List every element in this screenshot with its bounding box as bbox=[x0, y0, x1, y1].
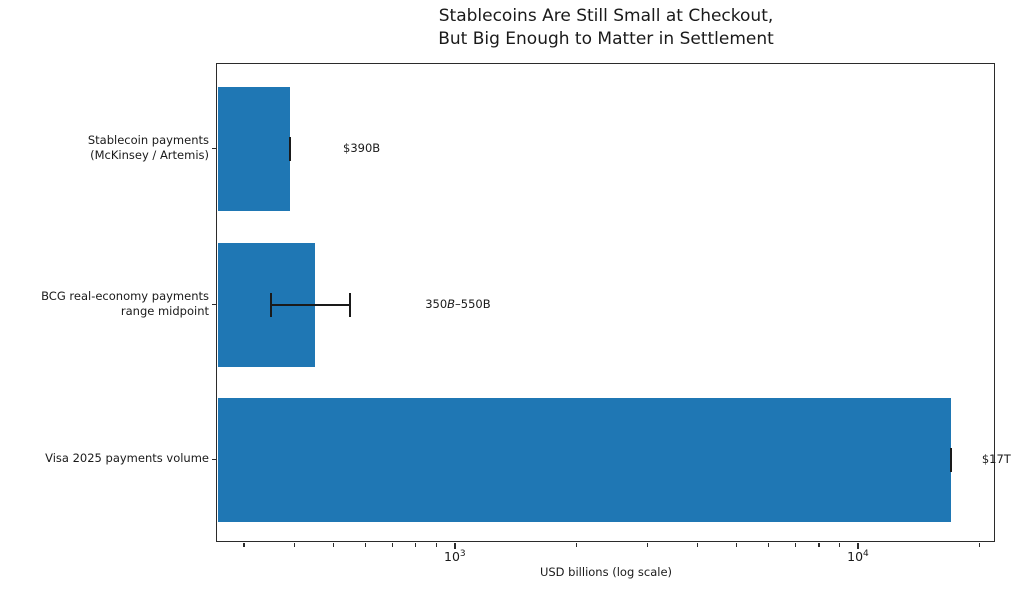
x-tick-minor bbox=[435, 543, 438, 547]
x-tick-label-exponent: 3 bbox=[459, 549, 466, 559]
x-tick-minor bbox=[794, 543, 797, 547]
error-bar-cap bbox=[949, 447, 952, 472]
x-tick-minor bbox=[415, 543, 417, 547]
x-tick-minor bbox=[391, 543, 394, 547]
y-axis-label-line: Stablecoin payments bbox=[87, 132, 209, 147]
chart-title: Stablecoins Are Still Small at Checkout,… bbox=[217, 5, 995, 51]
y-axis-label: Stablecoin payments (McKinsey / Artemis) bbox=[0, 133, 209, 164]
bar-annotation-text: 350 bbox=[425, 296, 448, 311]
x-tick-label-base: 10 bbox=[444, 549, 460, 564]
x-tick-minor bbox=[243, 543, 245, 547]
x-tick-label-exponent: 4 bbox=[863, 549, 869, 559]
bar-annotation-text: –550B bbox=[455, 296, 491, 311]
y-tick bbox=[212, 147, 217, 150]
y-axis-label: Visa 2025 payments volume bbox=[0, 451, 209, 467]
bar-annotation: $390B bbox=[343, 141, 380, 156]
x-tick-minor bbox=[978, 543, 980, 547]
y-axis-label-line: BCG real-economy payments bbox=[41, 288, 209, 303]
x-tick-minor bbox=[332, 543, 335, 547]
bar bbox=[218, 397, 951, 522]
bar-annotation-text: B bbox=[447, 296, 456, 311]
bar-annotation-text: $17T bbox=[981, 451, 1011, 466]
x-tick-minor bbox=[838, 543, 841, 547]
x-tick-minor bbox=[364, 543, 367, 547]
x-tick-minor bbox=[646, 543, 648, 547]
bar-annotation-text: $390B bbox=[343, 140, 381, 155]
y-tick bbox=[212, 458, 217, 461]
x-tick-major bbox=[454, 543, 456, 549]
y-axis-label: BCG real-economy payments range midpoint bbox=[0, 289, 209, 320]
x-tick-minor bbox=[696, 543, 699, 547]
x-tick-major bbox=[857, 543, 859, 549]
x-tick-minor bbox=[767, 543, 770, 547]
y-axis-label-line: Visa 2025 payments volume bbox=[45, 451, 209, 466]
chart-title-line2: But Big Enough to Matter in Settlement bbox=[438, 29, 774, 49]
bar bbox=[218, 86, 290, 211]
x-tick-minor bbox=[735, 543, 738, 547]
y-tick bbox=[212, 303, 217, 306]
chart-title-line1: Stablecoins Are Still Small at Checkout, bbox=[438, 6, 774, 26]
y-axis-label-line: (McKinsey / Artemis) bbox=[90, 148, 209, 162]
error-bar-line bbox=[271, 303, 351, 306]
bar-annotation: 350B–550B bbox=[425, 297, 490, 312]
x-tick-minor bbox=[293, 543, 296, 547]
error-bar-cap bbox=[270, 292, 273, 317]
x-tick-minor bbox=[575, 543, 577, 547]
bar-annotation: $17T bbox=[982, 452, 1011, 467]
error-bar-cap bbox=[289, 136, 291, 161]
x-axis-label: USD billions (log scale) bbox=[539, 565, 673, 579]
y-axis-label-line: range midpoint bbox=[120, 304, 209, 318]
x-tick-label: 103 bbox=[433, 549, 477, 564]
x-tick-label: 104 bbox=[836, 549, 880, 564]
x-tick-label-base: 10 bbox=[847, 549, 864, 564]
error-bar-cap bbox=[349, 292, 352, 317]
x-tick-minor bbox=[818, 543, 820, 547]
